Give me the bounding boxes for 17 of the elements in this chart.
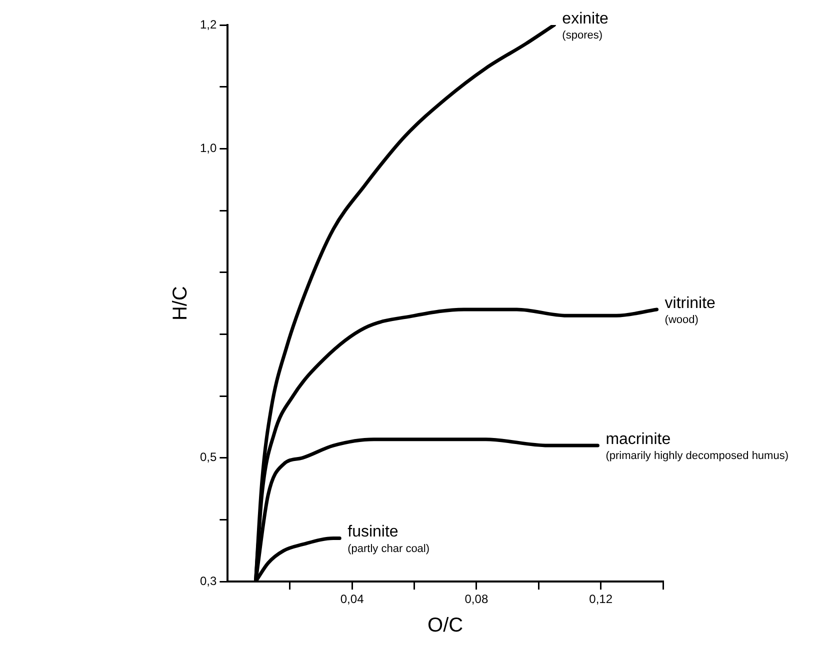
- x-tick-label: 0,12: [589, 592, 613, 606]
- y-tick-label: 0,5: [200, 450, 217, 464]
- series-label: vitrinite: [664, 294, 716, 312]
- x-tick-label: 0,08: [464, 592, 488, 606]
- y-tick-label: 1,2: [200, 17, 217, 32]
- annotation: (wood): [664, 314, 698, 326]
- series-label: fusinite: [348, 524, 398, 541]
- annotation: (partly char coal): [348, 542, 430, 555]
- x-tick-label: 0,04: [340, 592, 364, 606]
- series-label: macrinite: [606, 430, 671, 448]
- x-axis-title: O/C: [428, 614, 464, 637]
- y-axis-title: H/C: [170, 286, 192, 321]
- y-tick-label: 1,0: [200, 141, 217, 155]
- series-label: exinite: [562, 10, 609, 28]
- annotation: (spores): [562, 30, 603, 42]
- annotation: (primarily highly decomposed humus): [606, 450, 788, 462]
- y-tick-label: 0,3: [200, 574, 217, 588]
